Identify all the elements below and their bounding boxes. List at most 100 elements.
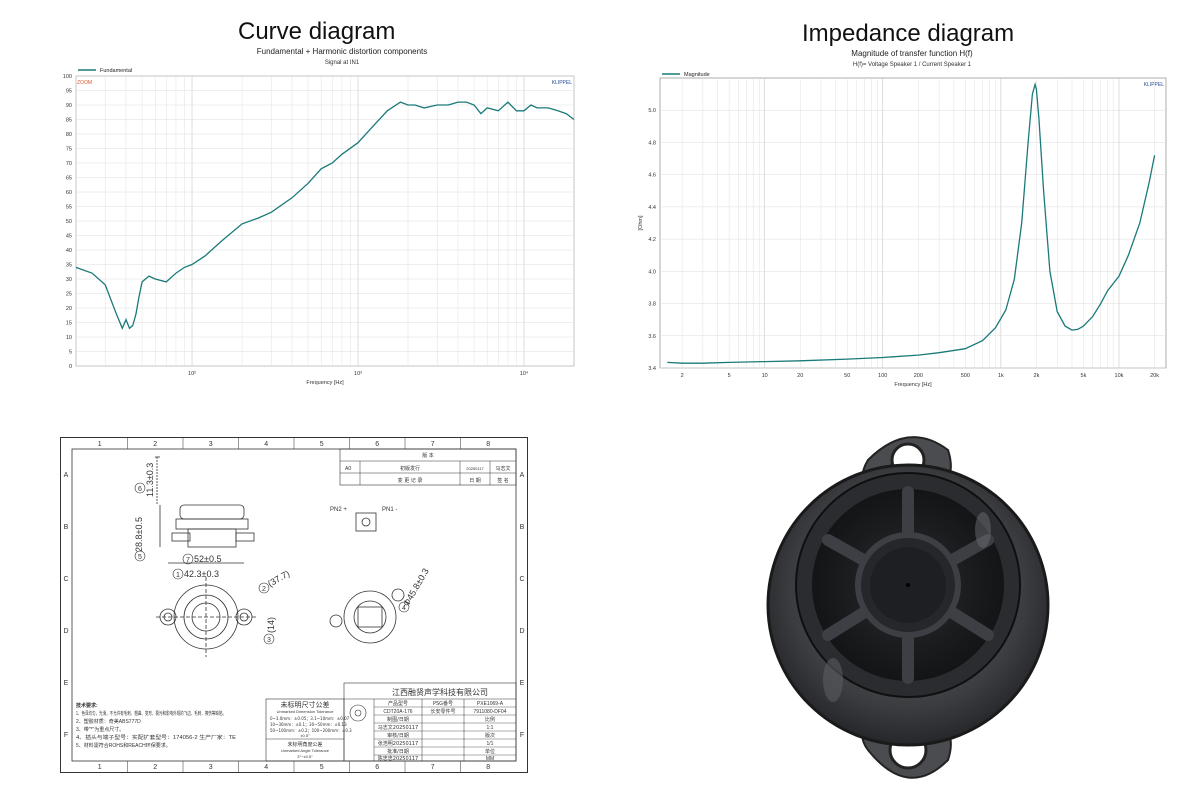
impedance-xlabel: Frequency [Hz] [894, 382, 932, 388]
tb-r0c2: PXE1069-A [477, 701, 504, 707]
impedance-ytick-label: 3.4 [648, 366, 656, 372]
tb-r1c0: CDT20A-176 [383, 709, 412, 715]
revision-footer-sign: 签 名 [497, 477, 509, 484]
drawing-col-top: 4 [264, 441, 268, 448]
curve-xtick-label: 10³ [354, 371, 362, 377]
drawing-col-bottom: 1 [98, 764, 102, 771]
drawing-col-top: 5 [320, 441, 324, 448]
tb-r4c0: 审核/日期 [387, 732, 409, 739]
impedance-ytick-label: 5.0 [648, 108, 656, 114]
impedance-xtick-label: 500 [961, 373, 970, 379]
tb-r4c2: 版次 [485, 732, 495, 739]
impedance-ytick-label: 3.6 [648, 334, 656, 340]
impedance-xtick-label: 50 [844, 373, 850, 379]
impedance-chart-panel: Magnitude of transfer function H(f) H(f)=… [622, 48, 1170, 393]
curve-title: Fundamental + Harmonic distortion compon… [257, 47, 428, 56]
curve-ytick-label: 0 [69, 364, 72, 370]
curve-ytick-label: 10 [66, 335, 72, 341]
impedance-ytick-label: 4.0 [648, 269, 656, 275]
impedance-ytick-label: 4.2 [648, 237, 656, 243]
curve-ytick-label: 80 [66, 132, 72, 138]
curve-chart: Fundamental + Harmonic distortion compon… [54, 47, 575, 386]
impedance-xtick-label: 5 [728, 373, 731, 379]
pin-negative-label: PN1 - [382, 507, 397, 513]
drawing-row-right: D [519, 628, 524, 635]
curve-ytick-label: 95 [66, 89, 72, 95]
impedance-xtick-label: 20 [797, 373, 803, 379]
tb-r3c2: 1:1 [487, 725, 494, 731]
curve-ytick-label: 65 [66, 176, 72, 182]
angled-view [329, 588, 405, 644]
notes-line-1: 1、色泽均匀，光滑，不允许有毛刺、翘曲、变形、裂污和影响外观的飞边、毛刺、擦伤等… [76, 710, 226, 717]
drawing-col-bottom: 4 [264, 764, 268, 771]
tb-r0c1: PSG番号 [433, 700, 453, 707]
drawing-row-right: F [520, 732, 524, 739]
curve-brand-label: KLIPPEL [552, 80, 573, 86]
curve-ytick-label: 25 [66, 292, 72, 298]
curve-ytick-label: 75 [66, 147, 72, 153]
curve-ytick-label: 100 [63, 74, 72, 80]
curve-chart-panel: Fundamental + Harmonic distortion compon… [54, 46, 580, 391]
impedance-ylabel: [Ohm] [638, 215, 644, 230]
technical-notes: 技术要求: 1、色泽均匀，光滑，不允许有毛刺、翘曲、变形、裂污和影响外观的飞边、… [76, 702, 237, 749]
curve-ytick-label: 85 [66, 118, 72, 124]
drawing-col-top: 8 [486, 441, 490, 448]
callout-1: 1 [176, 572, 180, 579]
drawing-col-bottom: 8 [486, 764, 490, 771]
impedance-ytick-label: 4.8 [648, 140, 656, 146]
revision-description: 初版发行 [400, 465, 420, 472]
drawing-col-top: 3 [209, 441, 213, 448]
tolerance-line-4: ±0.5° [300, 733, 310, 738]
tb-r3c0: 马志文20250117 [378, 724, 418, 731]
tolerance-line-2: 10~30mm：±0.1；30~50mm：±0.13 [270, 722, 347, 727]
curve-legend-label: Fundamental [100, 68, 132, 74]
callout-5: 5 [138, 554, 142, 561]
product-photo [758, 420, 1058, 800]
curve-ytick-label: 50 [66, 219, 72, 225]
notes-line-3: 3、带"*"为重点尺寸。 [76, 726, 124, 733]
curve-ytick-label: 40 [66, 248, 72, 254]
drawing-col-top: 6 [375, 441, 379, 448]
tolerance-title: 未标明尺寸公差 [281, 700, 330, 709]
drawing-col-bottom: 6 [375, 764, 379, 771]
notes-line-2: 2、塑胶材质：奇美ABS777D [76, 718, 141, 725]
company-name: 江西融贤声学科技有限公司 [392, 687, 488, 697]
curve-zoom-label: ZOOM [77, 80, 92, 86]
revision-table: 版 本 A0 初版发行 20250117 马志文 变 更 记 录 日 期 签 名 [339, 448, 517, 486]
drawing-row-left: E [64, 680, 69, 687]
curve-ytick-label: 60 [66, 190, 72, 196]
impedance-ytick-label: 3.8 [648, 302, 656, 308]
pin-positive-label: PN2 + [330, 507, 347, 513]
curve-ytick-label: 45 [66, 234, 72, 240]
drawing-col-top: 2 [153, 441, 157, 448]
curve-subtitle: Signal at IN1 [325, 60, 360, 66]
impedance-subtitle: H(f)= Voltage Speaker 1 / Current Speake… [853, 62, 972, 68]
drawing-row-left: C [63, 576, 68, 583]
revision-code: A0 [345, 466, 351, 472]
notes-line-5: 5、材料需符合ROHS和REACH环保要求。 [76, 742, 171, 749]
impedance-title: Magnitude of transfer function H(f) [851, 49, 973, 58]
callout-7: 7 [186, 557, 190, 564]
side-view [155, 456, 255, 548]
impedance-chart: Magnitude of transfer function H(f) H(f)=… [638, 49, 1167, 388]
tolerance-line-1: 0~3.0mm：±0.05；3.1~10mm：±0.07 [270, 716, 350, 721]
revision-footer-date: 日 期 [469, 478, 481, 484]
curve-diagram-heading: Curve diagram [238, 18, 396, 45]
revision-title: 版 本 [422, 452, 434, 459]
tb-r7c0: 陈忠忠20250117 [378, 755, 418, 762]
tb-r5c0: 张浩明20250117 [378, 740, 418, 747]
callout-2: 2 [262, 586, 266, 593]
drawing-row-left: F [64, 732, 68, 739]
drawing-row-right: C [519, 576, 524, 583]
curve-series-line [75, 101, 575, 330]
callout-3: 3 [267, 637, 271, 644]
tolerance-subtitle: Unmarked Dimension Tolerance [277, 709, 335, 714]
curve-ytick-label: 55 [66, 205, 72, 211]
drawing-grid: 1 1 2 2 3 3 4 4 5 5 6 6 7 7 8 8 A A B B C C D D E E F F [63, 437, 525, 773]
notes-heading: 技术要求: [76, 702, 98, 709]
curve-ytick-label: 90 [66, 103, 72, 109]
curve-ytick-label: 30 [66, 277, 72, 283]
impedance-legend-label: Magnitude [684, 72, 710, 78]
drawing-row-left: A [64, 472, 69, 479]
tb-r6c2: 单位 [485, 748, 495, 755]
